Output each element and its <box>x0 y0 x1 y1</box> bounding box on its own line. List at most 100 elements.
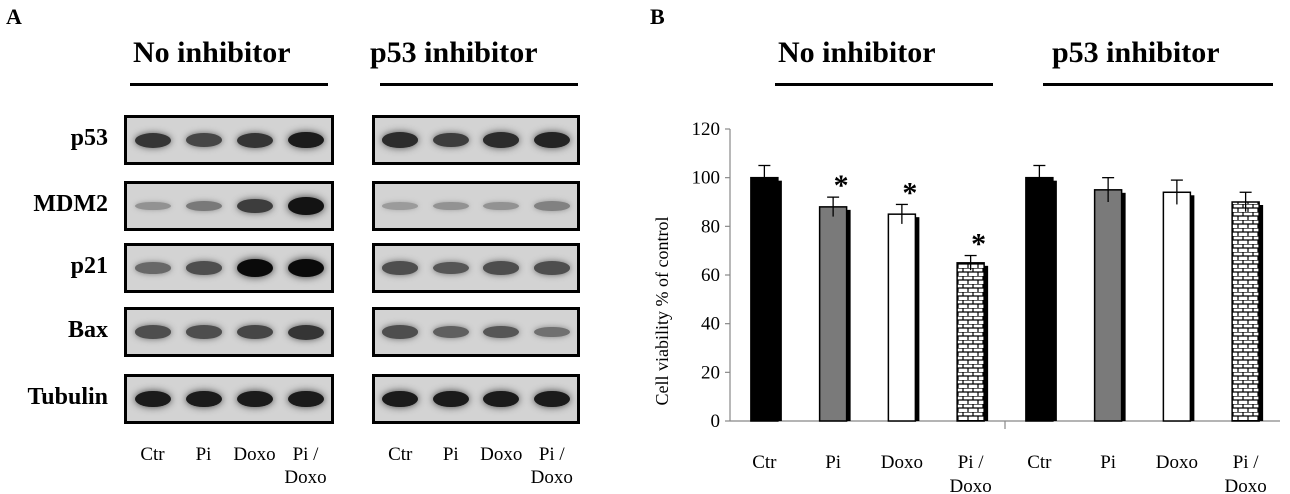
blot-strip-p53-inhibitor-bax <box>372 307 580 357</box>
blot-row-label-p53: p53 <box>70 125 108 151</box>
y-tick-label: 120 <box>692 119 721 140</box>
blot-band <box>533 326 570 338</box>
blot-band <box>533 131 570 149</box>
blot-lane-label-p53-inhibitor: Pi <box>442 444 459 465</box>
blot-band <box>533 201 570 211</box>
panel-a-group-underline-p53-inhibitor <box>380 83 578 86</box>
blot-band <box>134 132 171 148</box>
bar <box>818 206 848 422</box>
blot-band <box>432 261 469 275</box>
blot-row-label-bax: Bax <box>67 317 108 343</box>
x-category-label: Ctr <box>752 452 777 473</box>
bar <box>956 262 985 422</box>
blot-band <box>134 262 171 274</box>
blot-band <box>134 390 171 408</box>
blot-lane-label-no-inhibitor: Ctr <box>140 444 165 465</box>
blot-band <box>483 201 520 211</box>
blot-band <box>185 325 222 339</box>
y-tick-label: 100 <box>692 168 721 189</box>
blot-band <box>483 261 520 275</box>
panel-b-group-underline-no-inhibitor <box>775 83 993 86</box>
blot-band <box>236 198 273 214</box>
blot-row-label-p21: p21 <box>70 253 108 279</box>
significance-asterisk: * <box>834 169 849 202</box>
bar-chart: Cell viability % of control 0 20 40 60 80 100… <box>652 119 1280 494</box>
x-category-label: Pi / <box>1233 452 1260 473</box>
significance-asterisk: * <box>902 176 917 209</box>
panel-b-letter: B <box>650 4 665 29</box>
blot-band <box>287 324 324 340</box>
blot-band <box>382 132 419 148</box>
bar <box>887 213 917 422</box>
blot-band <box>382 202 419 210</box>
bar <box>1093 189 1123 422</box>
y-tick-label: 0 <box>711 411 721 432</box>
x-category-label: Pi <box>825 452 841 473</box>
blot-band <box>236 390 273 408</box>
blot-strip-no-inhibitor-bax <box>124 307 334 357</box>
blot-strip-p53-inhibitor-p53 <box>372 115 580 165</box>
blot-lane-label-p53-inhibitor: Pi / Doxo <box>530 444 573 488</box>
x-category-label: Doxo <box>1156 452 1198 473</box>
blot-band <box>185 261 222 275</box>
blot-band <box>432 201 469 211</box>
bar <box>1231 201 1260 422</box>
blot-lane-label-no-inhibitor: Pi / Doxo <box>284 444 327 488</box>
blot-band <box>236 132 273 148</box>
panel-a-group-underline-no-inhibitor <box>130 83 328 86</box>
y-tick-label: 40 <box>701 314 720 335</box>
blot-band <box>533 261 570 275</box>
blot-band <box>432 390 469 408</box>
y-tick-label: 20 <box>701 362 720 383</box>
x-category-label: Ctr <box>1027 452 1052 473</box>
blot-strip-no-inhibitor-p53 <box>124 115 334 165</box>
blot-lane-label-no-inhibitor: Doxo <box>233 444 276 465</box>
bar <box>1162 191 1192 422</box>
x-category-label: Pi <box>1100 452 1116 473</box>
significance-asterisk: * <box>971 228 986 261</box>
blot-strip-p53-inhibitor-p21 <box>372 243 580 293</box>
blot-band <box>185 200 222 212</box>
x-category-label: Doxo <box>950 476 992 494</box>
blot-band <box>483 132 520 148</box>
panel-b-group-title-p53-inhibitor: p53 inhibitor <box>1052 36 1220 69</box>
x-category-label: Doxo <box>1225 476 1267 494</box>
blot-band <box>287 259 324 277</box>
bar <box>750 176 779 422</box>
x-category-label: Pi / <box>958 452 985 473</box>
blot-band <box>236 325 273 339</box>
blot-band <box>483 390 520 408</box>
panel-a-group-title-no-inhibitor: No inhibitor <box>133 36 291 69</box>
bar <box>1025 176 1054 422</box>
blot-strip-no-inhibitor-mdm2 <box>124 181 334 231</box>
panel-b-group-underline-p53-inhibitor <box>1043 83 1273 86</box>
panel-b-group-title-no-inhibitor: No inhibitor <box>778 36 936 69</box>
blot-strip-p53-inhibitor-tubulin <box>372 374 580 424</box>
plot-area: 0 20 40 60 80 100 120 Ctr * Pi * Doxo * Pi / Doxo Ctr Pi… <box>692 119 1280 494</box>
blot-band <box>134 325 171 339</box>
blot-lane-label-no-inhibitor: Pi <box>195 444 212 465</box>
panel-a-group-title-p53-inhibitor: p53 inhibitor <box>370 36 538 69</box>
y-tick-label: 80 <box>701 216 720 237</box>
blot-band <box>185 390 222 408</box>
panel-a-letter: A <box>6 4 22 29</box>
blot-strip-no-inhibitor-p21 <box>124 243 334 293</box>
blot-band <box>382 261 419 275</box>
blot-row-label-tubulin: Tubulin <box>27 384 108 410</box>
blot-band <box>236 259 273 277</box>
blot-band <box>382 325 419 339</box>
blot-band <box>483 325 520 339</box>
blot-band <box>432 326 469 338</box>
blot-band <box>134 201 171 211</box>
blot-lane-label-p53-inhibitor: Ctr <box>388 444 413 465</box>
blot-band <box>533 390 570 408</box>
x-category-label: Doxo <box>881 452 923 473</box>
y-axis-label: Cell viability % of control <box>652 217 672 406</box>
blot-band <box>185 133 222 147</box>
blot-row-label-mdm2: MDM2 <box>33 191 108 217</box>
y-tick-label: 60 <box>701 265 720 286</box>
blot-band <box>287 131 324 149</box>
blot-lane-label-p53-inhibitor: Doxo <box>480 444 523 465</box>
blot-band <box>432 132 469 148</box>
blot-strip-p53-inhibitor-mdm2 <box>372 181 580 231</box>
